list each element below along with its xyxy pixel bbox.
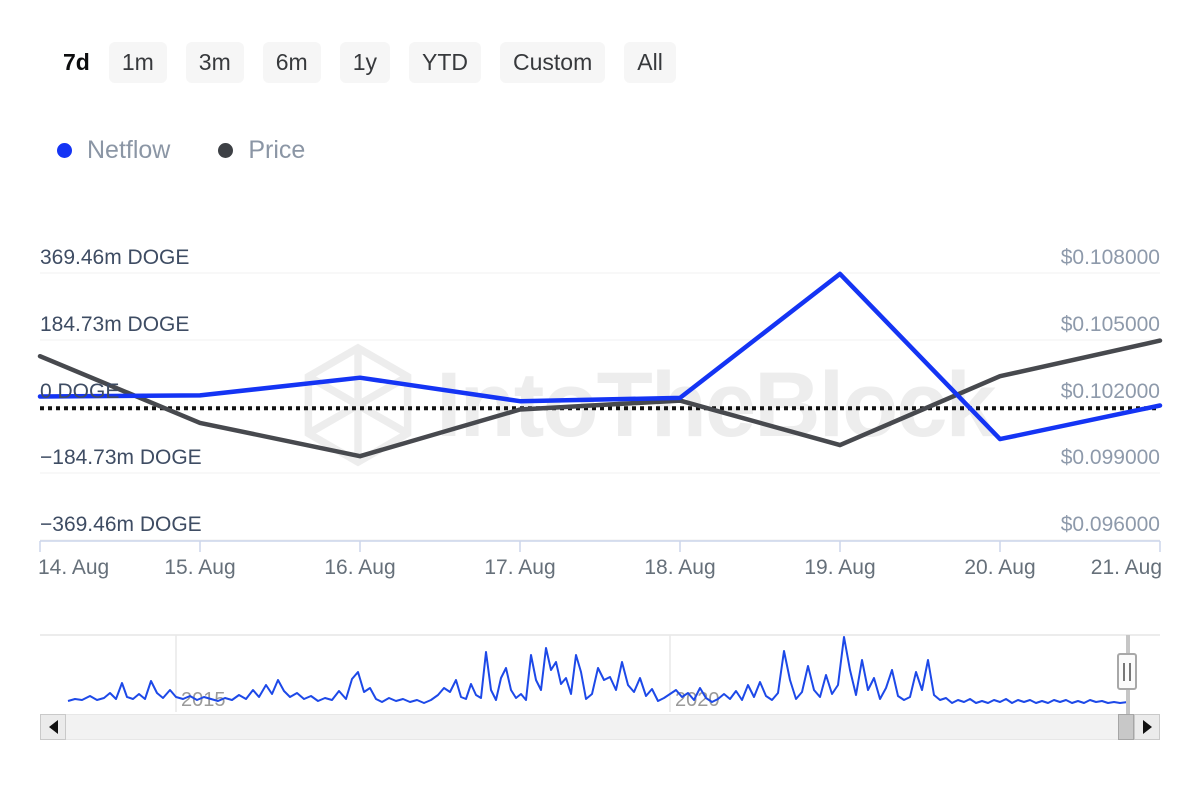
legend-marker-netflow xyxy=(57,143,72,158)
y-axis-label-doge: −184.73m DOGE xyxy=(40,446,202,469)
legend-label: Netflow xyxy=(87,136,171,164)
range-button-6m[interactable]: 6m xyxy=(262,42,321,83)
x-axis-label: 17. Aug xyxy=(484,556,556,579)
navigator-year-label: 2015 xyxy=(181,689,226,711)
right-arrow-icon xyxy=(1142,720,1152,734)
price-line[interactable] xyxy=(37,338,1163,459)
legend-label: Price xyxy=(248,136,306,164)
legend-marker-price xyxy=(218,143,234,158)
y-axis-label-price: $0.102000 xyxy=(1060,380,1160,403)
scrollbar-thumb[interactable] xyxy=(1118,714,1134,740)
range-button-ytd[interactable]: YTD xyxy=(409,42,481,83)
y-axis-label-price: $0.096000 xyxy=(1060,513,1160,536)
y-axis-label-price: $0.105000 xyxy=(1060,313,1160,336)
range-selector: 7d 1m 3m 6m 1y YTD Custom All xyxy=(63,42,676,83)
x-axis-label: 15. Aug xyxy=(164,556,236,579)
scrollbar-left-button[interactable] xyxy=(40,714,66,740)
range-button-7d[interactable]: 7d xyxy=(63,42,90,83)
range-button-all[interactable]: All xyxy=(624,42,676,83)
legend-item-price[interactable]: Price xyxy=(218,136,305,165)
x-axis-label: 14. Aug xyxy=(38,556,110,579)
x-axis-label: 20. Aug xyxy=(964,556,1036,579)
y-axis-label-doge: 369.46m DOGE xyxy=(40,246,190,269)
y-axis-label-price: $0.099000 xyxy=(1060,446,1160,469)
scrollbar-track[interactable] xyxy=(40,714,1160,740)
scrollbar-right-button[interactable] xyxy=(1134,714,1160,740)
netflow-line[interactable] xyxy=(37,271,1163,442)
y-axis-label-price: $0.108000 xyxy=(1060,246,1160,269)
navigator-canvas: 2015 2020 xyxy=(40,634,1160,712)
legend-item-netflow[interactable]: Netflow xyxy=(57,136,170,165)
x-axis-label: 18. Aug xyxy=(644,556,716,579)
range-button-3m[interactable]: 3m xyxy=(185,42,244,83)
y-axis-label-doge: 184.73m DOGE xyxy=(40,313,190,336)
range-button-1m[interactable]: 1m xyxy=(108,42,167,83)
y-axis-label-doge: 0 DOGE xyxy=(40,380,120,403)
navigator-sparkline[interactable] xyxy=(67,636,1129,704)
chart-legend: Netflow Price xyxy=(57,136,305,165)
main-chart-canvas xyxy=(37,271,1163,552)
x-axis-label: 21. Aug xyxy=(1090,556,1162,579)
navigator-handle[interactable] xyxy=(1117,653,1137,690)
left-arrow-icon xyxy=(48,720,58,734)
range-button-custom[interactable]: Custom xyxy=(500,42,606,83)
x-axis-label: 19. Aug xyxy=(804,556,876,579)
y-axis-label-doge: −369.46m DOGE xyxy=(40,513,202,536)
range-button-1y[interactable]: 1y xyxy=(339,42,390,83)
x-axis-label: 16. Aug xyxy=(324,556,396,579)
